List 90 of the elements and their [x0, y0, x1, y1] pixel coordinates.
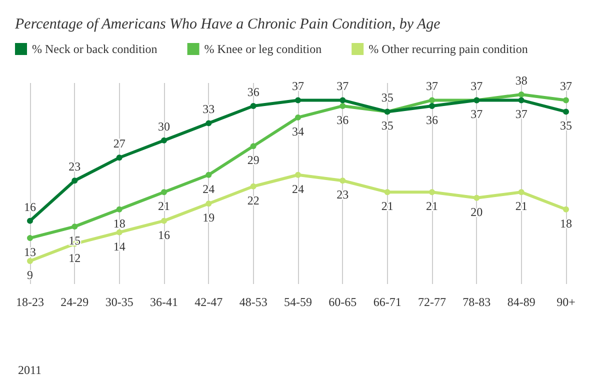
legend-label: % Neck or back condition — [32, 42, 158, 56]
data-label: 14 — [113, 239, 126, 254]
point — [27, 218, 33, 224]
point — [429, 189, 435, 196]
data-label: 13 — [24, 245, 36, 260]
point — [518, 97, 524, 104]
point — [295, 172, 301, 178]
data-label: 12 — [68, 250, 81, 265]
data-label: 21 — [515, 199, 528, 214]
x-tick-label: 30-35 — [105, 295, 134, 309]
x-tick-label: 78-83 — [462, 295, 491, 309]
data-label: 27 — [113, 136, 126, 151]
point — [474, 194, 480, 201]
text: 2011 — [18, 363, 42, 377]
legend-label: % Other recurring pain condition — [368, 42, 528, 56]
legend-label: % Knee or leg condition — [204, 42, 322, 56]
data-label: 16 — [158, 228, 170, 242]
point — [250, 183, 256, 190]
data-label: 36 — [247, 84, 260, 99]
point — [206, 120, 212, 126]
data-label: 38 — [515, 73, 528, 88]
point — [250, 102, 256, 109]
data-label: 37 — [470, 107, 483, 122]
point — [250, 143, 256, 150]
x-tick-label: 42-47 — [194, 295, 223, 309]
x-tick-label: 18-23 — [16, 295, 44, 309]
data-label: 23 — [68, 160, 81, 174]
data-label: 9 — [27, 268, 33, 282]
point — [340, 97, 346, 104]
point — [206, 172, 212, 178]
data-label: 37 — [515, 107, 528, 122]
data-label: 24 — [202, 182, 215, 196]
point — [518, 189, 524, 196]
data-label: 37 — [426, 79, 438, 94]
data-label: 21 — [426, 199, 438, 214]
data-label: 34 — [292, 124, 304, 138]
data-label: 37 — [470, 79, 483, 94]
data-label: 37 — [292, 79, 304, 94]
x-tick-label: 48-53 — [239, 295, 268, 309]
x-tick-label: 84-89 — [507, 295, 536, 309]
data-label: 18 — [113, 216, 126, 230]
point — [518, 91, 524, 98]
data-label: 29 — [247, 153, 260, 168]
point — [161, 137, 167, 144]
data-label: 23 — [336, 188, 349, 202]
point — [384, 189, 390, 196]
data-label: 21 — [381, 199, 394, 214]
point — [72, 178, 78, 184]
data-label: 16 — [24, 200, 36, 214]
data-label: 36 — [336, 112, 349, 127]
x-tick-label: 54-59 — [284, 295, 312, 309]
data-label: 20 — [470, 204, 483, 219]
data-label: 37 — [560, 79, 572, 94]
point — [116, 229, 122, 236]
data-label: 33 — [202, 102, 215, 116]
data-label: 36 — [426, 112, 438, 127]
point — [72, 224, 78, 230]
x-tick-label: 36-41 — [150, 295, 178, 309]
point — [563, 206, 569, 212]
point — [563, 97, 569, 104]
data-label: 22 — [247, 193, 260, 208]
data-label: 21 — [158, 199, 170, 214]
data-label: 37 — [336, 79, 349, 94]
point — [295, 97, 301, 104]
point — [429, 102, 435, 109]
point — [161, 189, 167, 196]
point — [295, 114, 301, 120]
data-label: 35 — [381, 90, 394, 105]
data-label: 19 — [202, 210, 215, 225]
data-label: 35 — [381, 118, 394, 133]
x-tick-label: 60-65 — [328, 295, 357, 309]
x-tick-label: 66-71 — [373, 295, 402, 309]
point — [27, 258, 33, 264]
point — [27, 235, 33, 242]
data-label: 35 — [560, 118, 572, 133]
point — [340, 102, 346, 109]
x-tick-label: 24-29 — [60, 295, 89, 309]
chart-title: Percentage of Americans Who Have a Chronic Pain Condition, by Age — [14, 16, 441, 32]
x-tick-label: 90+ — [556, 295, 576, 309]
point — [116, 206, 122, 212]
data-label: 18 — [560, 216, 572, 230]
data-label: 24 — [292, 182, 304, 196]
data-label: 30 — [158, 119, 170, 134]
point — [340, 178, 346, 184]
point — [563, 108, 569, 115]
point — [116, 154, 122, 161]
x-tick-label: 72-77 — [418, 295, 446, 309]
point — [429, 97, 435, 104]
point — [161, 218, 167, 224]
point — [206, 200, 212, 207]
